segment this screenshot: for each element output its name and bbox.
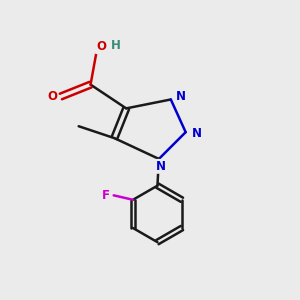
Text: N: N (192, 127, 202, 140)
Text: H: H (111, 39, 121, 52)
Text: N: N (156, 160, 166, 173)
Text: N: N (176, 90, 186, 103)
Text: F: F (102, 189, 110, 202)
Text: O: O (47, 90, 57, 103)
Text: O: O (96, 40, 106, 53)
